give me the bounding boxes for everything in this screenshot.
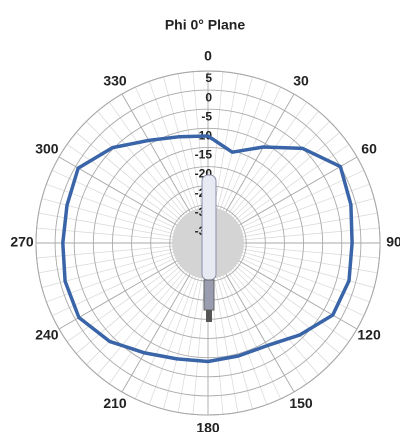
theta-tick-label: 120 [357, 327, 381, 343]
minor-spoke [228, 272, 307, 385]
minor-spoke [219, 276, 268, 405]
minor-spoke [230, 270, 319, 375]
minor-spoke [97, 111, 186, 216]
minor-spoke [213, 278, 239, 413]
minor-spoke [237, 144, 350, 223]
minor-spoke [148, 276, 197, 405]
minor-spoke [109, 272, 188, 385]
minor-spoke [41, 198, 174, 235]
minor-spoke [177, 278, 203, 413]
minor-spoke [243, 248, 378, 274]
r-tick-label: 0 [205, 90, 212, 104]
minor-spoke [228, 101, 307, 214]
theta-tick-label: 210 [103, 395, 127, 411]
minor-spoke [241, 254, 370, 303]
minor-spoke [148, 81, 197, 210]
minor-spoke [97, 270, 186, 375]
minor-spoke [51, 169, 176, 229]
theta-tick-label: 30 [293, 73, 309, 89]
minor-spoke [243, 212, 378, 238]
minor-spoke [233, 268, 330, 365]
minor-spoke [235, 265, 340, 354]
theta-tick-label: 150 [289, 395, 313, 411]
minor-spoke [240, 257, 365, 317]
minor-spoke [76, 265, 181, 354]
minor-spoke [243, 245, 380, 259]
minor-spoke [235, 132, 340, 221]
minor-spoke [66, 144, 179, 223]
theta-tick-label: 270 [10, 234, 34, 250]
minor-spoke [177, 73, 203, 208]
minor-spoke [192, 278, 206, 415]
minor-spoke [213, 73, 239, 208]
minor-spoke [163, 277, 200, 410]
minor-spoke [51, 257, 176, 317]
minor-spoke [46, 183, 175, 232]
r-tick-label: -5 [201, 109, 212, 123]
minor-spoke [216, 76, 253, 209]
minor-spoke [243, 227, 380, 241]
theta-tick-label: 240 [35, 327, 59, 343]
minor-spoke [36, 227, 173, 241]
r-tick-label: -15 [195, 148, 213, 162]
r-tick-label: 5 [205, 71, 212, 85]
minor-spoke [86, 268, 183, 365]
theta-tick-label: 90 [386, 234, 400, 250]
theta-tick-label: 300 [35, 141, 59, 157]
pattern-line [61, 134, 354, 364]
minor-spoke [66, 263, 179, 342]
minor-spoke [237, 263, 350, 342]
theta-tick-label: 0 [204, 48, 212, 64]
minor-spoke [219, 81, 268, 210]
data-layer [61, 134, 354, 364]
minor-spoke [233, 121, 330, 218]
minor-spoke [36, 245, 173, 259]
antenna-body [201, 174, 217, 281]
minor-spoke [242, 251, 375, 288]
chart-title: Phi 0° Plane [165, 17, 246, 33]
minor-spoke [38, 248, 173, 274]
minor-spoke [46, 254, 175, 303]
antenna-connector [206, 310, 212, 322]
minor-spoke [134, 275, 194, 400]
minor-spoke [76, 132, 181, 221]
minor-spoke [222, 275, 282, 400]
minor-spoke [86, 121, 183, 218]
minor-spoke [134, 86, 194, 211]
antenna [201, 174, 217, 322]
theta-tick-label: 60 [361, 141, 377, 157]
minor-spoke [230, 111, 319, 216]
theta-tick-label: 180 [196, 420, 220, 432]
antenna-base [203, 279, 215, 311]
minor-spoke [109, 101, 188, 214]
minor-spoke [216, 277, 253, 410]
minor-spoke [163, 76, 200, 209]
minor-spoke [38, 212, 173, 238]
theta-tick-label: 330 [103, 73, 127, 89]
